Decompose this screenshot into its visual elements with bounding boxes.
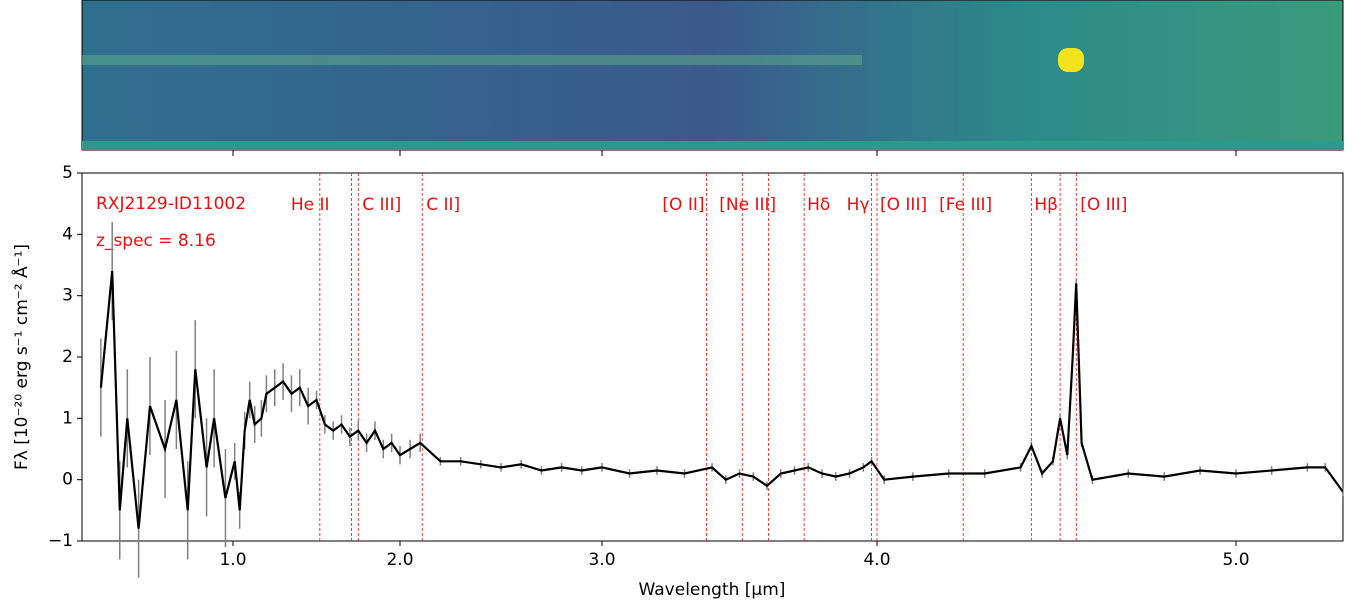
line-label: [Ne III]: [719, 195, 776, 215]
spectrum-2d-image: [81, 0, 1344, 151]
image-panel: [81, 0, 1344, 151]
y-tick-label: 2: [62, 347, 73, 367]
x-tick-label: 5.0: [1222, 550, 1249, 570]
line-label: [O III]: [1080, 195, 1127, 215]
line-label: C III]: [362, 195, 401, 215]
x-tick-label: 4.0: [863, 550, 890, 570]
line-label: Hδ: [807, 195, 830, 215]
y-tick-label: 1: [62, 408, 73, 428]
y-tick-label: 4: [62, 224, 73, 244]
plot-frame: [81, 172, 1344, 542]
line-label: He II: [291, 195, 330, 215]
y-tick-label: 0: [62, 470, 73, 490]
x-tick-label: 3.0: [588, 550, 615, 570]
y-axis-label: Fλ [10⁻²⁰ erg s⁻¹ cm⁻² Å⁻¹]: [10, 244, 32, 470]
y-tick-label: 3: [62, 286, 73, 306]
y-tick-label: 5: [62, 163, 73, 183]
x-tick-label: 1.0: [219, 550, 246, 570]
line-label: Hβ: [1034, 195, 1058, 215]
emission-blob: [1058, 48, 1084, 72]
line-label: [O III]: [880, 195, 927, 215]
y-tick-label: −1: [48, 531, 73, 551]
line-label: [O II]: [662, 195, 704, 215]
x-tick-label: 2.0: [386, 550, 413, 570]
trace: [82, 55, 862, 65]
object-name: RXJ2129-ID11002: [96, 194, 246, 214]
image-border: [82, 141, 1343, 150]
line-label: C II]: [426, 195, 460, 215]
spectrum-line: [99, 270, 1343, 529]
x-axis-label: Wavelength [μm]: [639, 580, 786, 600]
line-label: Hγ: [847, 195, 870, 215]
redshift: z_spec = 8.16: [96, 231, 216, 251]
line-label: [Fe III]: [939, 195, 992, 215]
